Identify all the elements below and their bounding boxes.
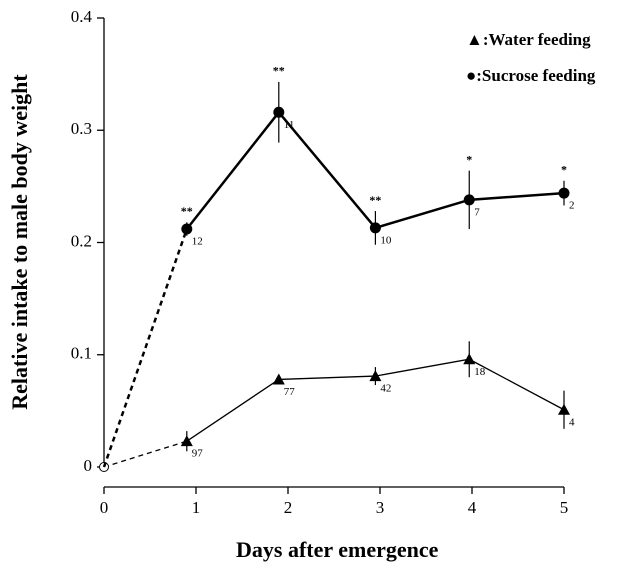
- marker: [273, 106, 285, 118]
- sample-size: 18: [474, 366, 486, 378]
- marker: [181, 223, 193, 235]
- x-tick-label: 4: [468, 498, 477, 517]
- marker: [369, 370, 382, 382]
- sample-size: 7: [474, 206, 480, 218]
- legend-entry: ●:Sucrose feeding: [466, 66, 596, 85]
- y-tick-label: 0: [84, 456, 93, 475]
- sample-size: 97: [192, 448, 204, 460]
- significance: **: [273, 64, 285, 78]
- x-axis-label: Days after emergence: [236, 537, 439, 562]
- y-tick-label: 0.2: [71, 231, 92, 250]
- marker: [272, 373, 285, 385]
- x-tick-label: 3: [376, 498, 385, 517]
- sample-size: 11: [284, 119, 295, 131]
- sample-size: 10: [380, 234, 392, 246]
- sample-size: 42: [380, 383, 391, 395]
- x-tick-label: 1: [192, 498, 201, 517]
- x-tick-label: 0: [100, 498, 109, 517]
- x-tick-label: 5: [560, 498, 569, 517]
- significance: *: [561, 163, 567, 177]
- x-tick-label: 2: [284, 498, 293, 517]
- marker: [463, 194, 475, 206]
- line-lead: [102, 228, 188, 468]
- legend-entry: ▲:Water feeding: [466, 30, 591, 49]
- significance: **: [369, 193, 381, 207]
- sample-size: 2: [569, 200, 575, 212]
- significance: **: [181, 204, 193, 218]
- marker: [558, 187, 570, 199]
- y-axis-label: Relative intake to male body weight: [7, 74, 32, 410]
- marker: [558, 403, 570, 415]
- marker: [180, 435, 193, 447]
- line-lead: [103, 440, 187, 468]
- sample-size: 77: [284, 386, 296, 398]
- marker: [463, 353, 476, 365]
- sample-size: 4: [569, 416, 575, 428]
- y-tick-label: 0.3: [71, 119, 92, 138]
- y-tick-label: 0.4: [71, 7, 93, 26]
- sample-size: 12: [192, 236, 203, 248]
- significance: *: [466, 152, 472, 166]
- marker: [369, 222, 381, 234]
- y-tick-label: 0.1: [71, 344, 92, 363]
